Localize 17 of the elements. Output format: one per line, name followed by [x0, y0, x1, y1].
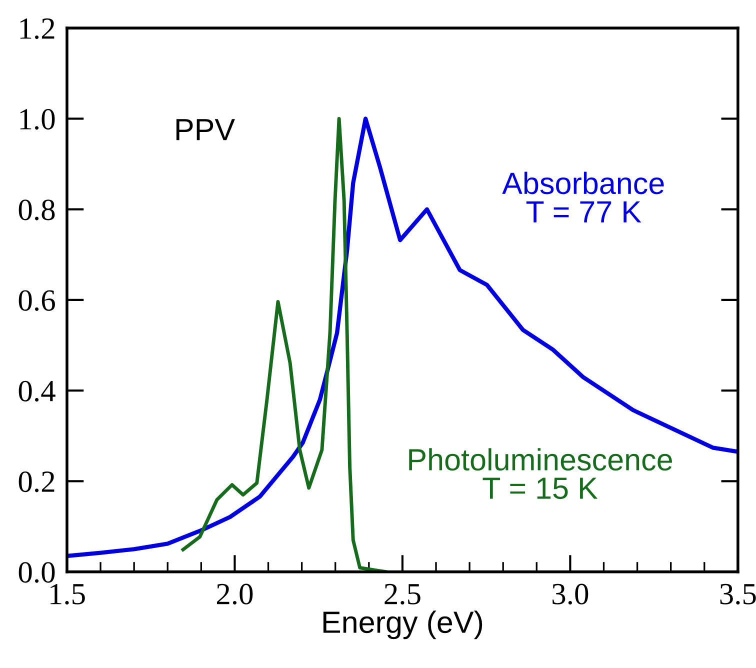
series-label: Photoluminescence T = 15 K — [409, 448, 672, 500]
annotation: PPV — [176, 119, 235, 140]
y-tick-label: 0.8 — [18, 200, 55, 220]
y-tick-label: 1.0 — [20, 108, 55, 130]
x-tick-label: 2.5 — [384, 584, 420, 605]
y-tick-label: 0.6 — [18, 290, 55, 311]
x-tick-label: 1.5 — [50, 584, 85, 605]
y-tick-label: 1.2 — [20, 18, 54, 40]
x-tick-label: 3.5 — [720, 584, 756, 605]
y-tick-label: 0.4 — [18, 380, 56, 402]
y-tick-label: 0.0 — [18, 562, 55, 583]
line-series — [66, 116, 738, 558]
x-tick-label: 3.0 — [552, 584, 588, 605]
x-axis-title: Energy (eV) — [323, 610, 482, 640]
y-tick-label: 0.2 — [18, 471, 54, 492]
x-tick-label: 2.0 — [216, 584, 253, 605]
series-label: Absorbance T = 77 K — [502, 172, 664, 222]
